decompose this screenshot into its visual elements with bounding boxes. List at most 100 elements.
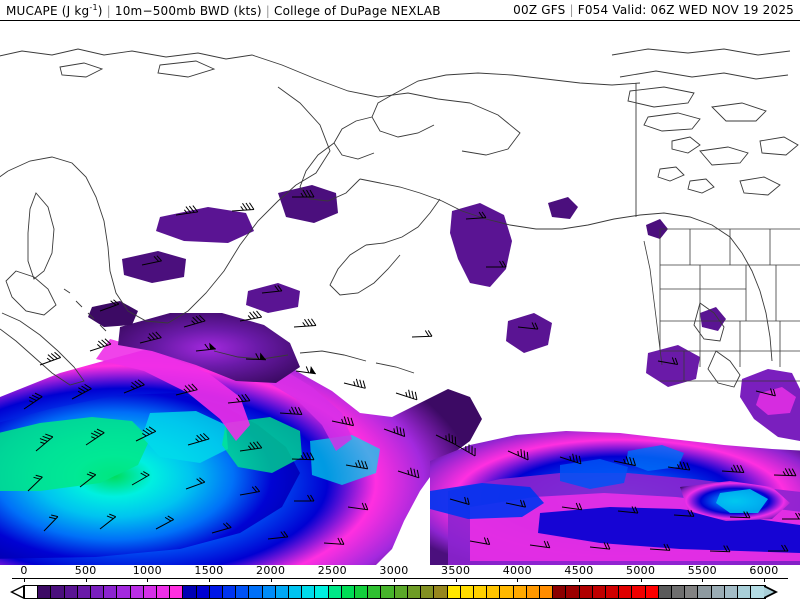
colorbar-under-arrow-fill — [13, 587, 23, 597]
colorbar-tick — [332, 578, 334, 582]
colorbar-swatch — [262, 586, 276, 598]
colorbar-swatch — [632, 586, 646, 598]
colorbar-tick — [147, 578, 149, 582]
colorbar-swatch — [249, 586, 263, 598]
colorbar-tick-label: 5500 — [687, 564, 717, 577]
cape-max-sw-pacific — [0, 417, 150, 491]
colorbar-swatch — [209, 586, 224, 598]
map-canvas[interactable] — [0, 21, 800, 565]
colorbar-swatch — [407, 586, 422, 598]
colorbar-tick-label: 500 — [74, 564, 97, 577]
cape-patch-bering-island — [450, 203, 512, 287]
colorbar-tick-label: 3000 — [379, 564, 409, 577]
colorbar-tick — [640, 578, 642, 582]
header-left-group: MUCAPE (J kg-1) | 10m−500mb BWD (kts) | Coll… — [6, 3, 441, 18]
colorbar-swatch — [579, 586, 593, 598]
colorbar-tick — [394, 578, 395, 582]
colorbar-swatch — [447, 586, 461, 598]
colorbar-over-arrow-fill — [764, 587, 774, 597]
colorbar-swatch — [130, 586, 144, 598]
cape-filament-2 — [266, 365, 352, 451]
cape-patch-yukon — [646, 219, 668, 239]
colorbar-swatch — [487, 586, 501, 598]
cape-patch-north-kuril — [246, 283, 300, 313]
colorbar-swatch — [671, 586, 686, 598]
cape-blob-central-2 — [560, 459, 628, 489]
colorbar-swatch — [170, 586, 184, 598]
cape-patch-gulf-alaska — [506, 313, 552, 353]
colorbar-swatch — [302, 586, 316, 598]
colorbar-swatch — [381, 586, 395, 598]
cape-patch-kamchatka-lee — [278, 185, 338, 223]
colorbar-swatch — [513, 586, 527, 598]
cape-patch-sea-of-okhotsk — [156, 207, 254, 243]
header-separator-2: | — [265, 4, 270, 18]
colorbar-swatch — [117, 586, 131, 598]
colorbar-swatch — [196, 586, 210, 598]
colorbar-swatch — [434, 586, 448, 598]
colorbar-tick-label: 4500 — [564, 564, 594, 577]
field-label-close: ) — [97, 4, 103, 18]
colorbar-panel: 0 500 1000 1500 2000 2500 3000 3500 4000 4500 5000… — [0, 564, 800, 600]
colorbar-swatch — [460, 586, 474, 598]
cape-patch-coastal-bc — [646, 345, 700, 387]
colorbar-swatch — [341, 586, 356, 598]
colorbar-tick-label: 2000 — [256, 564, 286, 577]
colorbar-swatch — [421, 586, 435, 598]
colorbar-swatch — [605, 586, 620, 598]
cape-filament-1 — [96, 339, 250, 441]
colorbar-swatch — [698, 586, 712, 598]
colorbar-tick-label: 1000 — [132, 564, 162, 577]
colorbar-tick — [579, 578, 580, 582]
colorbar-swatch — [566, 586, 580, 598]
colorbar-tick-label: 3500 — [441, 564, 471, 577]
cape-patch-bering — [118, 313, 300, 383]
colorbar-swatch — [658, 586, 672, 598]
colorbar-swatch — [394, 586, 408, 598]
colorbar-tick-label: 6000 — [749, 564, 779, 577]
colorbar-swatch — [500, 586, 514, 598]
field-label: MUCAPE (J kg — [6, 4, 90, 18]
overlay-label: 10m−500mb BWD (kts) — [114, 4, 262, 18]
colorbar-swatch — [724, 586, 738, 598]
map-graphic — [0, 21, 800, 565]
colorbar-tick-label: 5000 — [626, 564, 656, 577]
colorbar-swatch — [275, 586, 290, 598]
colorbar-swatch — [25, 586, 39, 598]
valid-time-label: F054 Valid: 06Z WED NOV 19 2025 — [577, 3, 794, 17]
colorbar-swatch — [289, 586, 303, 598]
colorbar-tick — [455, 578, 457, 582]
colorbar-swatch — [737, 586, 752, 598]
colorbar-swatch — [592, 586, 606, 598]
colorbar-swatch — [77, 586, 92, 598]
colorbar-swatch — [553, 586, 567, 598]
colorbar-swatch — [104, 586, 118, 598]
colorbar-tick — [270, 578, 272, 582]
colorbar-swatch — [91, 586, 105, 598]
cape-blob-central-1 — [430, 483, 544, 519]
colorbar-tick-label: 0 — [20, 564, 28, 577]
colorbar-tick — [24, 578, 25, 582]
header-separator-1: | — [106, 4, 111, 18]
colorbar-tick — [85, 578, 87, 582]
colorbar-tick — [702, 578, 704, 582]
colorbar-swatch — [64, 586, 78, 598]
colorbar-swatch — [328, 586, 342, 598]
colorbar-tick — [209, 578, 210, 582]
header-separator-3: | — [569, 3, 574, 17]
cape-core-east-pacific — [716, 489, 768, 513]
colorbar-swatch — [51, 586, 65, 598]
colorbar-tick-label: 2500 — [317, 564, 347, 577]
colorbar-tick-label: 1500 — [194, 564, 224, 577]
colorbar-swatch-strip[interactable] — [24, 585, 766, 599]
cape-blob-central-3 — [626, 445, 684, 471]
political-border-layer — [643, 228, 800, 382]
model-run-label: 00Z GFS — [513, 3, 566, 17]
coastline-layer — [0, 48, 799, 388]
colorbar-swatch — [157, 586, 171, 598]
colorbar-axis-line — [12, 578, 788, 579]
colorbar-swatch — [355, 586, 369, 598]
colorbar-swatch — [751, 586, 765, 598]
colorbar-swatch — [223, 586, 237, 598]
field-units-exponent: -1 — [89, 3, 98, 12]
